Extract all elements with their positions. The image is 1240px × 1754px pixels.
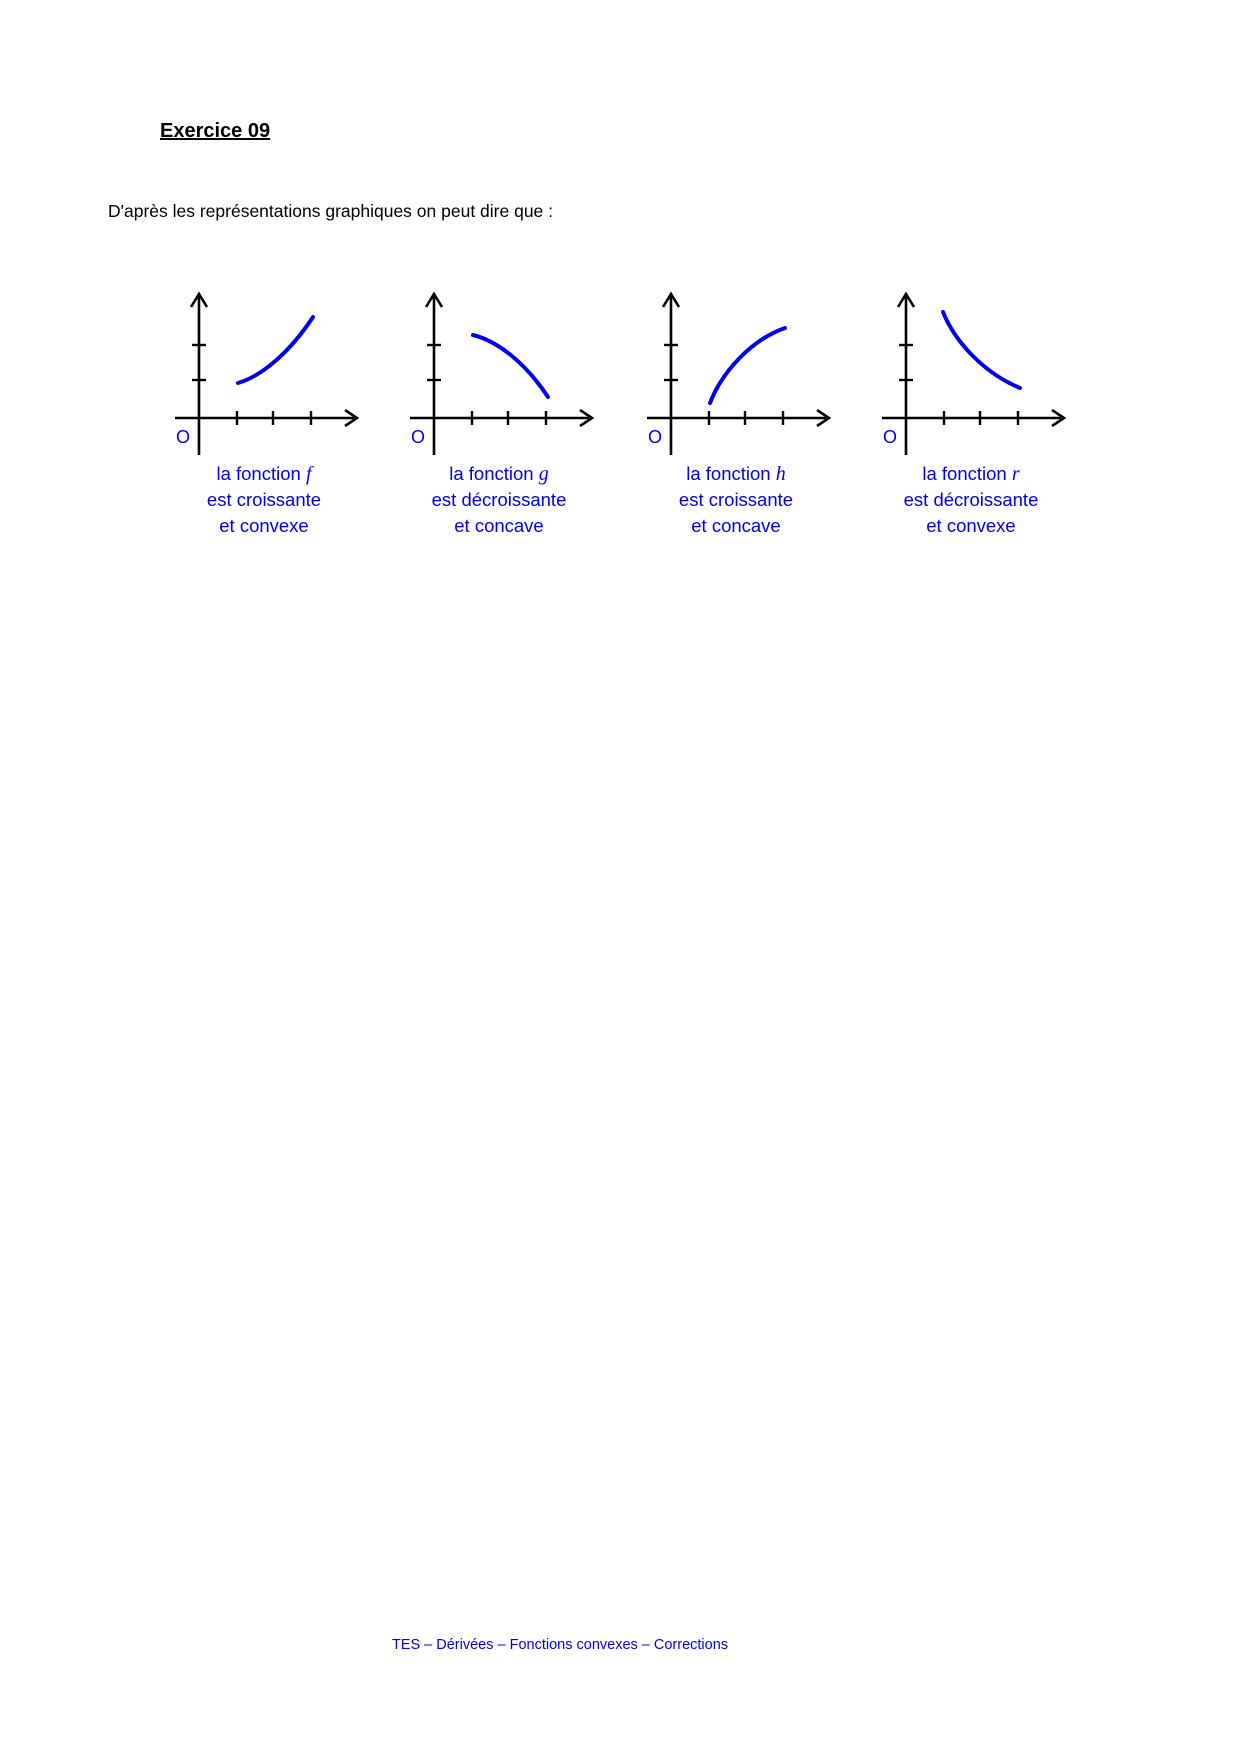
function-curve [471,333,550,399]
caption-line-function: la fonction g [399,461,599,487]
caption-line-curvature: et concave [691,515,781,536]
y-axis-arrow-icon [661,291,681,308]
caption-line-curvature: et convexe [926,515,1016,536]
x-axis-arrow-icon [344,408,360,428]
caption-prefix: la fonction [449,463,534,484]
caption-prefix: la fonction [686,463,771,484]
x-axis-arrow-icon [1051,408,1067,428]
graph-caption-4: la fonction r est décroissante et convexe [871,461,1071,539]
function-letter: h [775,463,786,485]
caption-line-function: la fonction r [871,461,1071,487]
intro-text: D'après les représentations graphiques o… [108,201,554,221]
caption-line-trend: est croissante [678,489,794,510]
graph-caption-3: la fonction h est croissante et concave [636,461,836,539]
function-curve [236,315,315,385]
caption-line-curvature: et concave [454,515,544,536]
graph-caption-1: la fonction f est croissante et convexe [164,461,364,539]
caption-prefix: la fonction [922,463,1007,484]
caption-line-function: la fonction f [164,461,364,487]
page-footer: TES – Dérivées – Fonctions convexes – Co… [391,1637,729,1653]
exercise-title: Exercice 09 [160,120,271,142]
y-axis-arrow-icon [896,291,916,308]
origin-label: O [411,427,425,447]
function-letter: g [538,463,549,485]
y-axis-arrow-icon [189,291,209,308]
function-curve [708,326,787,405]
y-axis-arrow-icon [424,291,444,308]
x-axis-arrow-icon [579,408,595,428]
x-axis-arrow-icon [816,408,832,428]
caption-line-curvature: et convexe [219,515,309,536]
origin-label: O [883,427,897,447]
caption-line-function: la fonction h [636,461,836,487]
function-graph-2: O [410,291,595,455]
caption-line-trend: est croissante [206,489,322,510]
function-curve [941,310,1022,390]
function-letter: r [1011,463,1020,485]
caption-prefix: la fonction [216,463,301,484]
graph-caption-2: la fonction g est décroissante et concave [399,461,599,539]
caption-line-trend: est décroissante [903,489,1039,510]
function-graph-4: O [882,291,1067,455]
function-graph-3: O [647,291,832,455]
caption-line-trend: est décroissante [431,489,567,510]
function-graph-1: O [175,291,360,455]
origin-label: O [176,427,190,447]
function-letter: f [305,463,312,485]
origin-label: O [648,427,662,447]
